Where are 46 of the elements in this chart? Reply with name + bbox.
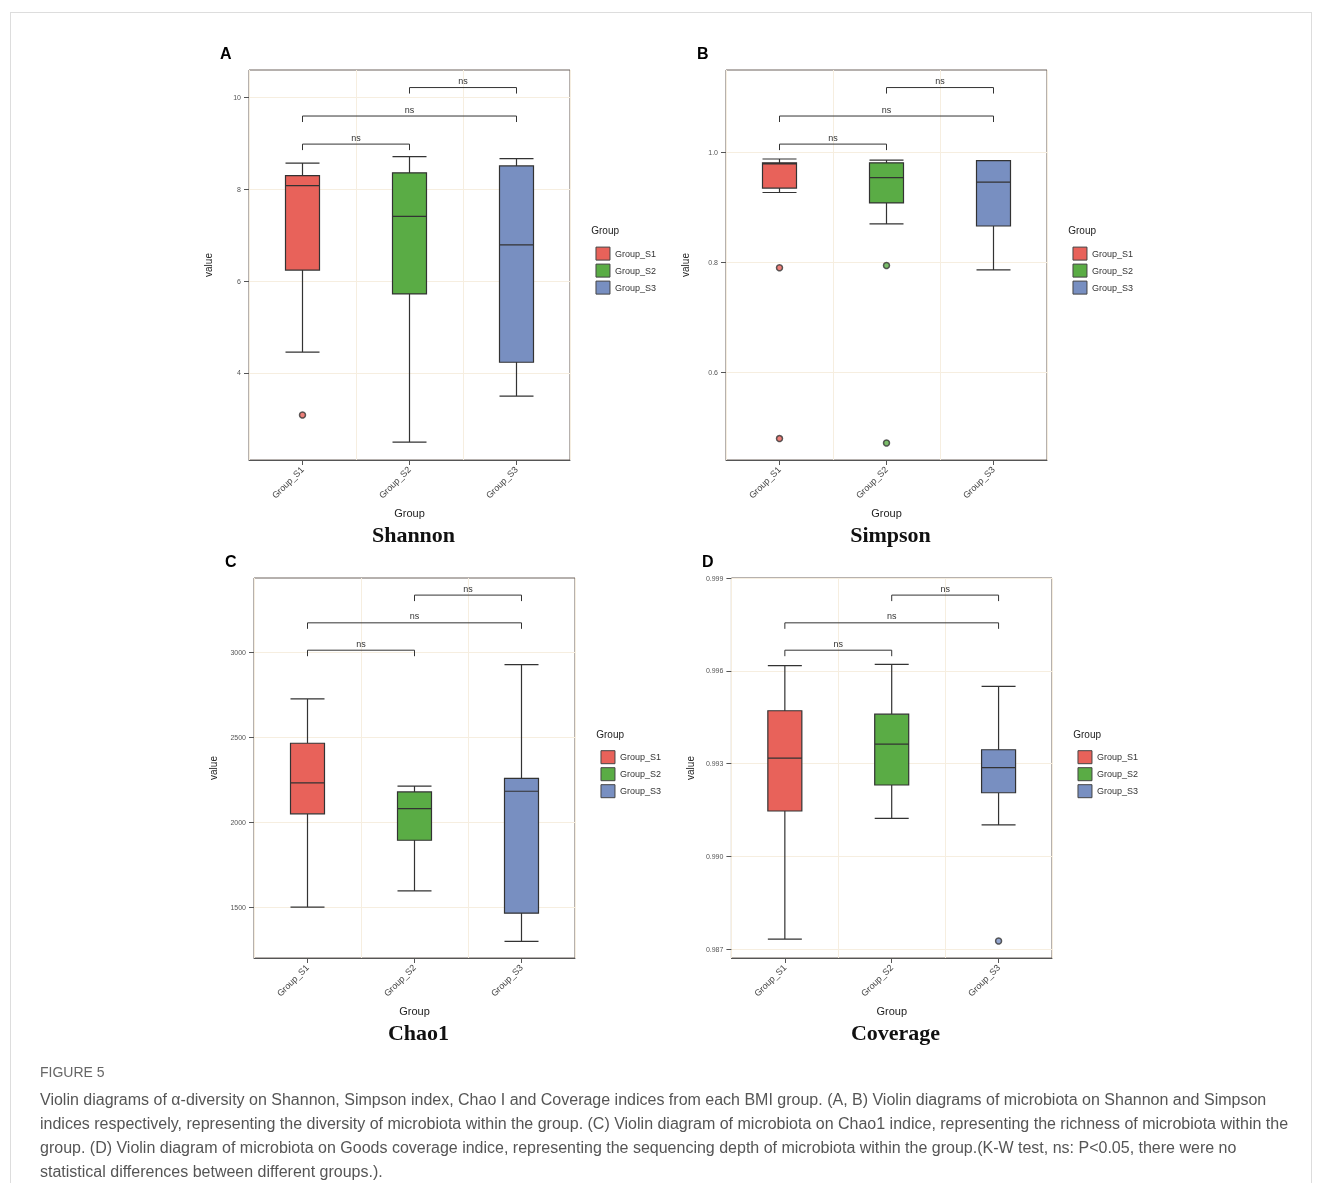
x-axis-title: Group	[876, 1004, 907, 1017]
caption: FIGURE 5	[40, 1063, 106, 1082]
annotation: ns	[356, 638, 367, 649]
legend-label: Group_S1	[614, 248, 656, 259]
annotation: ns	[886, 611, 897, 622]
legend-label: Group_S2	[1091, 265, 1133, 276]
legend-label: Group_S2	[619, 769, 661, 780]
legend-label: Group_S3	[619, 786, 661, 797]
legend-title: Group	[596, 728, 625, 740]
chart-subtitle: B	[697, 44, 709, 62]
annotation: ns	[463, 583, 474, 594]
y-axis-title: value	[679, 252, 691, 277]
legend-label: Group_S1	[1096, 752, 1138, 763]
chart-subtitle: A	[220, 44, 232, 62]
legend-title: Group	[591, 225, 620, 237]
annotation: ns	[351, 132, 362, 143]
annotation: ns	[935, 76, 946, 87]
text: Simpson	[850, 521, 931, 547]
legend-title: Group	[1068, 225, 1097, 237]
chart-subtitle: D	[702, 552, 714, 570]
chart-subtitle: C	[225, 552, 237, 570]
text: Violin diagrams of α-diversity on Shannon, Simpson index, Chao I and Coverage indices from each BMI group. (A, B) Violin diagrams of microbiota on Shannon and Simpson indices respectively, representing the diversity of microbiota within the group. (C) Violin diagram of microbiota on Chao1 indice, representing the richness of microbiota within the group. (D) Violin diagram of microbiota on Goods coverage indice, representing the sequencing depth of microbiota within the group.(K-W test, ns: P<0.05, there were no statistical differences between different groups.).	[40, 1090, 1290, 1182]
legend-label: Group_S1	[1091, 248, 1133, 259]
x-axis-title: Group	[399, 1004, 430, 1017]
legend-label: Group_S2	[1096, 769, 1138, 780]
annotation: ns	[404, 104, 415, 115]
x-axis-title: Group	[871, 506, 902, 519]
annotation: ns	[828, 132, 839, 143]
text: Chao1	[387, 1019, 450, 1045]
y-axis-title: value	[684, 755, 696, 780]
legend-label: Group_S2	[614, 265, 656, 276]
text: Coverage	[850, 1019, 941, 1045]
y-axis-title: value	[207, 755, 219, 780]
x-axis-title: Group	[394, 506, 425, 519]
text: Shannon	[371, 521, 456, 547]
legend-title: Group	[1073, 728, 1102, 740]
annotation: ns	[458, 76, 469, 87]
legend-label: Group_S3	[1096, 786, 1138, 797]
legend-label: Group_S3	[614, 282, 656, 293]
annotation: ns	[409, 611, 420, 622]
annotation: ns	[833, 638, 844, 649]
legend-label: Group_S1	[619, 752, 661, 763]
annotation: ns	[940, 583, 951, 594]
annotation: ns	[881, 104, 892, 115]
y-axis-title: value	[202, 252, 214, 277]
legend-label: Group_S3	[1091, 282, 1133, 293]
